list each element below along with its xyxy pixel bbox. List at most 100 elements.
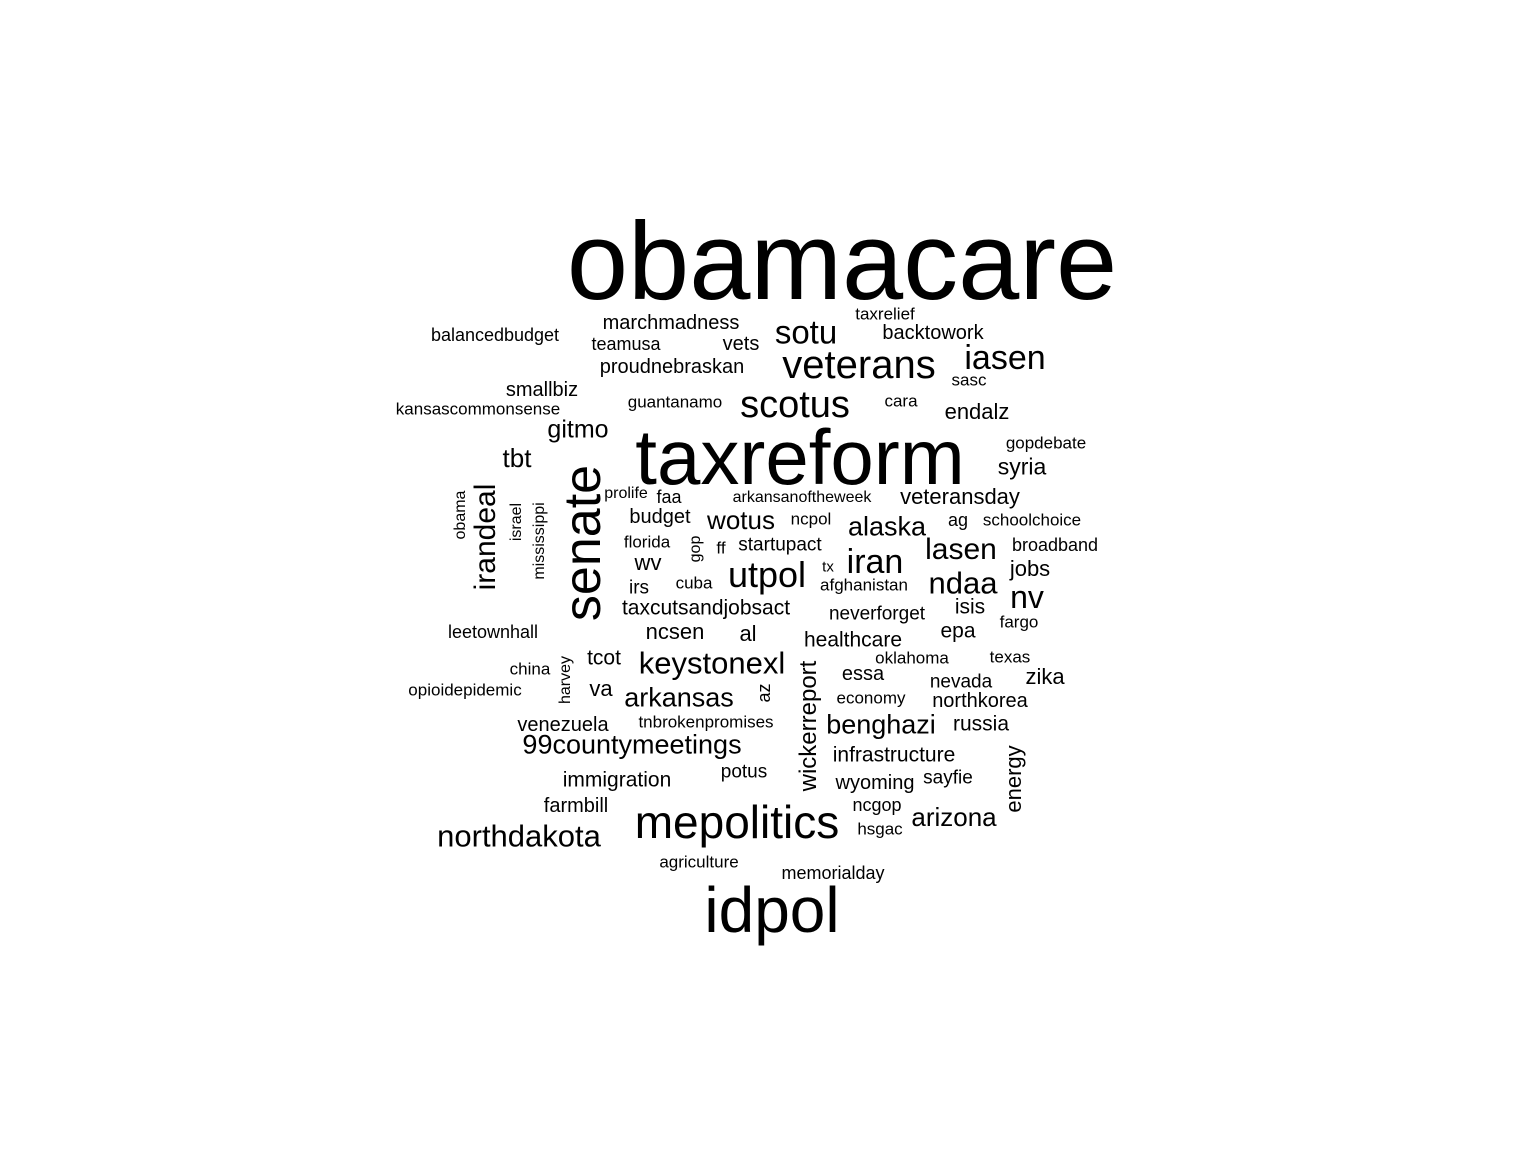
word-irs: irs bbox=[628, 577, 650, 599]
word-sayfie: sayfie bbox=[923, 767, 973, 789]
word-taxreform: taxreform bbox=[635, 413, 965, 501]
word-smallbiz: smallbiz bbox=[505, 379, 579, 401]
word-obama: obama bbox=[452, 490, 469, 540]
word-agriculture: agriculture bbox=[659, 852, 739, 872]
word-israel: israel bbox=[508, 502, 525, 542]
word-ndaa: ndaa bbox=[928, 565, 998, 601]
word-epa: epa bbox=[940, 619, 976, 643]
word-jobs: jobs bbox=[1009, 556, 1051, 581]
word-zika: zika bbox=[1025, 664, 1065, 689]
word-arizona: arizona bbox=[911, 802, 997, 832]
word-memorialday: memorialday bbox=[781, 863, 885, 883]
word-ncsen: ncsen bbox=[645, 619, 705, 644]
word-ncpol: ncpol bbox=[790, 509, 832, 529]
word-syria: syria bbox=[997, 453, 1047, 480]
word-cuba: cuba bbox=[675, 573, 713, 593]
word-sasc: sasc bbox=[951, 370, 987, 390]
word-northdakota: northdakota bbox=[437, 818, 601, 854]
word-leetownhall: leetownhall bbox=[447, 622, 539, 642]
word-florida: florida bbox=[623, 532, 671, 552]
word-schoolchoice: schoolchoice bbox=[982, 510, 1082, 530]
word-va: va bbox=[589, 676, 613, 701]
word-az: az bbox=[754, 683, 774, 703]
word-texas: texas bbox=[989, 647, 1031, 667]
word-guantanamo: guantanamo bbox=[627, 392, 723, 412]
word-veterans: veterans bbox=[782, 343, 936, 387]
word-endalz: endalz bbox=[944, 399, 1010, 424]
word-backtowork: backtowork bbox=[882, 322, 984, 344]
word-teamusa: teamusa bbox=[591, 334, 661, 354]
word-obamacare: obamacare bbox=[566, 200, 1118, 323]
word-lasen: lasen bbox=[925, 533, 997, 566]
word-mepolitics: mepolitics bbox=[634, 796, 840, 848]
word-energy: energy bbox=[1001, 745, 1026, 813]
word-tcot: tcot bbox=[587, 646, 621, 670]
word-ag: ag bbox=[947, 510, 969, 530]
word-vets: vets bbox=[722, 333, 760, 355]
word-al: al bbox=[739, 621, 757, 646]
word-prolife: prolife bbox=[604, 485, 648, 502]
word-iran: iran bbox=[846, 543, 904, 581]
word-arkansanoftheweek: arkansanoftheweek bbox=[732, 489, 872, 506]
word-kansascommonsense: kansascommonsense bbox=[395, 399, 561, 419]
word-wickerreport: wickerreport bbox=[795, 660, 822, 792]
word-northkorea: northkorea bbox=[932, 690, 1028, 712]
word-startupact: startupact bbox=[738, 534, 822, 556]
word-tx: tx bbox=[822, 558, 834, 576]
word-ff: ff bbox=[716, 538, 726, 558]
word-wv: wv bbox=[634, 550, 662, 575]
word-gop: gop bbox=[687, 535, 704, 563]
word-senate: senate bbox=[554, 464, 612, 622]
word-scotus: scotus bbox=[740, 384, 850, 426]
word-wotus: wotus bbox=[707, 505, 775, 535]
word-benghazi: benghazi bbox=[826, 709, 936, 740]
word-china: china bbox=[509, 659, 551, 679]
word-sotu: sotu bbox=[774, 313, 838, 351]
word-harvey: harvey bbox=[557, 655, 574, 705]
word-gitmo: gitmo bbox=[547, 415, 609, 444]
word-taxrelief: taxrelief bbox=[855, 304, 915, 324]
word-marchmadness: marchmadness bbox=[602, 312, 740, 334]
word-hsgac: hsgac bbox=[857, 819, 903, 839]
word-venezuela: venezuela bbox=[517, 714, 609, 736]
word-neverforget: neverforget bbox=[828, 603, 926, 625]
word-nevada: nevada bbox=[929, 671, 993, 693]
word-nv: nv bbox=[1010, 579, 1044, 615]
word-opioidepidemic: opioidepidemic bbox=[408, 680, 522, 700]
word-russia: russia bbox=[952, 712, 1010, 736]
word-oklahoma: oklahoma bbox=[875, 648, 949, 668]
word-essa: essa bbox=[841, 663, 885, 685]
word-farmbill: farmbill bbox=[543, 795, 609, 817]
word-99countymeetings: 99countymeetings bbox=[522, 729, 742, 760]
word-taxcutsandjobsact: taxcutsandjobsact bbox=[621, 596, 791, 620]
word-mississippi: mississippi bbox=[531, 502, 548, 580]
word-potus: potus bbox=[720, 761, 768, 783]
word-gopdebate: gopdebate bbox=[1005, 433, 1087, 453]
word-utpol: utpol bbox=[727, 554, 807, 595]
word-arkansas: arkansas bbox=[624, 682, 734, 713]
word-afghanistan: afghanistan bbox=[820, 575, 908, 595]
word-faa: faa bbox=[656, 487, 682, 507]
word-cara: cara bbox=[884, 391, 918, 411]
word-balancedbudget: balancedbudget bbox=[430, 325, 560, 345]
word-alaska: alaska bbox=[847, 511, 927, 542]
word-veteransday: veteransday bbox=[900, 484, 1020, 509]
word-iasen: iasen bbox=[964, 339, 1046, 377]
word-isis: isis bbox=[954, 595, 986, 619]
word-fargo: fargo bbox=[999, 612, 1039, 632]
word-tnbrokenpromises: tnbrokenpromises bbox=[638, 712, 774, 732]
word-economy: economy bbox=[836, 688, 906, 708]
word-budget: budget bbox=[629, 506, 691, 528]
word-infrastructure: infrastructure bbox=[832, 743, 956, 767]
word-immigration: immigration bbox=[562, 768, 672, 792]
word-tbt: tbt bbox=[502, 443, 532, 473]
word-healthcare: healthcare bbox=[803, 628, 903, 652]
word-irandeal: irandeal bbox=[469, 483, 502, 591]
word-ncgop: ncgop bbox=[852, 795, 902, 815]
word-keystonexl: keystonexl bbox=[638, 645, 786, 681]
word-wyoming: wyoming bbox=[835, 772, 915, 794]
word-broadband: broadband bbox=[1011, 535, 1099, 555]
word-proudnebraskan: proudnebraskan bbox=[599, 356, 745, 378]
word-idpol: idpol bbox=[704, 874, 840, 946]
